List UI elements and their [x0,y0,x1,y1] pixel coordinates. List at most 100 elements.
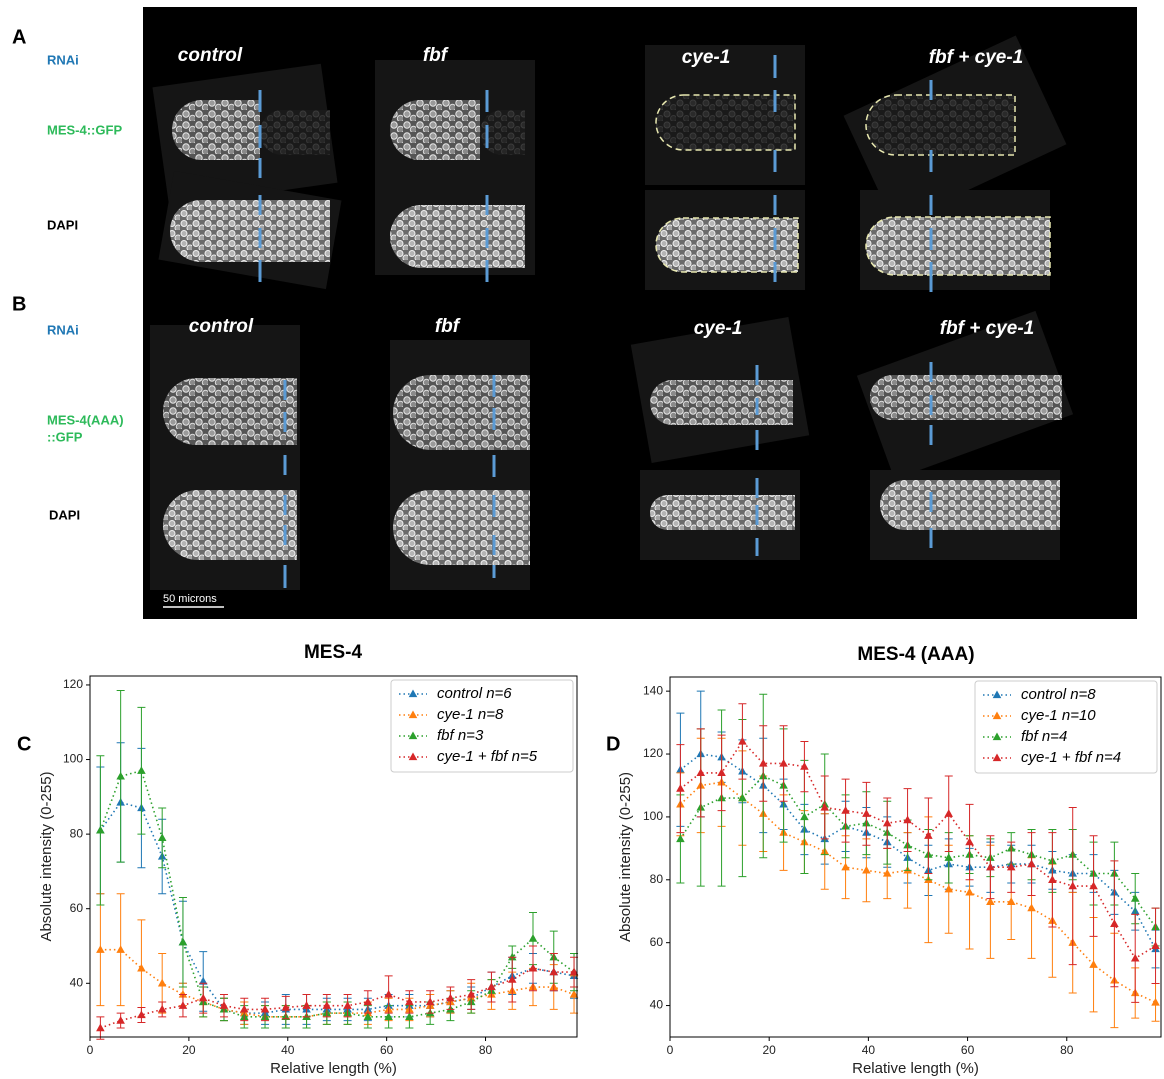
series-line [680,782,1155,1002]
tissue [656,218,798,272]
series-line [680,776,1155,927]
data-point [384,990,393,998]
series-line [100,802,574,1013]
data-point [96,1024,105,1032]
legend-label: fbf n=3 [437,727,484,744]
data-point [862,866,871,874]
legend-label: control n=8 [1021,686,1096,703]
scale-bar-label: 50 microns [163,593,217,605]
data-point [179,938,188,946]
data-point [965,888,974,896]
x-tick-label: 40 [862,1043,876,1057]
series-line [100,968,574,1028]
x-axis-label: Relative length (%) [270,1060,397,1077]
tissue [650,380,793,425]
tissue [866,217,1050,275]
data-point [137,766,146,774]
tissue [163,378,297,445]
data-point [549,968,558,976]
x-tick-label: 20 [763,1043,777,1057]
tissue [393,375,530,450]
data-point [1048,875,1057,883]
panel-label: A [12,26,26,48]
data-point [924,831,933,839]
y-tick-label: 40 [650,998,664,1012]
y-tick-label: 120 [643,746,663,760]
data-point [116,1016,125,1024]
panel-label: C [17,733,31,755]
data-point [1151,998,1160,1006]
tissue [260,110,330,155]
data-point [158,833,167,841]
condition-label: fbf [423,45,449,66]
tissue [650,495,795,530]
y-axis-label: Absolute intensity (0-255) [38,771,55,941]
tissue [390,100,480,160]
x-tick-label: 0 [87,1043,94,1057]
data-point [1027,904,1036,912]
chart-title: MES-4 [304,642,363,663]
y-tick-label: 80 [650,872,664,886]
data-point [529,934,538,942]
chart-title: MES-4 (AAA) [857,644,974,665]
panel-label: D [606,733,620,755]
tissue [866,95,1015,155]
data-point [841,863,850,871]
data-point [841,806,850,814]
legend-label: cye-1 + fbf n=5 [437,748,538,765]
charts: C MES-4 Relative length (%) Absolute intens… [17,642,1161,1077]
x-tick-label: 60 [380,1043,394,1057]
legend-label: cye-1 + fbf n=4 [1021,749,1121,766]
x-tick-label: 0 [667,1043,674,1057]
tissue [163,490,297,560]
row-label: DAPI [49,507,80,522]
data-point [1068,882,1077,890]
y-tick-label: 100 [63,752,83,766]
legend-label: cye-1 n=10 [1021,707,1096,724]
legend-label: fbf n=4 [1021,728,1067,745]
tissue [172,100,260,160]
data-point [1131,894,1140,902]
data-point [158,979,167,987]
data-point [862,809,871,817]
tissue [390,205,525,268]
series-line [680,741,1155,958]
figure: A RNAi MES-4::GFP DAPI control fbf cye-1… [0,0,1164,1079]
y-tick-label: 80 [70,826,84,840]
series-line [100,771,574,1017]
tissue [870,375,1062,420]
x-tick-label: 40 [281,1043,295,1057]
x-tick-label: 60 [961,1043,975,1057]
row-label: MES-4(AAA) [47,412,124,427]
data-point [179,1001,188,1009]
tissue [170,200,330,262]
x-tick-label: 80 [1060,1043,1074,1057]
condition-label: cye-1 [682,47,731,68]
row-label: ::GFP [47,429,83,444]
data-point [1089,960,1098,968]
data-point [903,816,912,824]
data-point [738,737,747,745]
y-tick-label: 60 [650,935,664,949]
series-line [680,754,1155,949]
y-axis-label: Absolute intensity (0-255) [617,772,634,942]
condition-label: fbf + cye-1 [940,318,1035,339]
x-axis-label: Relative length (%) [852,1060,979,1077]
legend-label: cye-1 n=8 [437,706,504,723]
data-point [302,1001,311,1009]
legend-label: control n=6 [437,685,512,702]
row-label: RNAi [47,322,79,337]
data-point [944,885,953,893]
panel-label: B [12,293,26,315]
row-label: DAPI [47,217,78,232]
y-tick-label: 140 [643,683,663,697]
data-point [116,772,125,780]
data-point [96,945,105,953]
data-point [800,762,809,770]
y-tick-label: 60 [70,901,84,915]
data-point [883,819,892,827]
y-tick-label: 40 [70,975,84,989]
x-tick-label: 80 [479,1043,493,1057]
condition-label: control [178,45,243,66]
row-label: RNAi [47,52,79,67]
